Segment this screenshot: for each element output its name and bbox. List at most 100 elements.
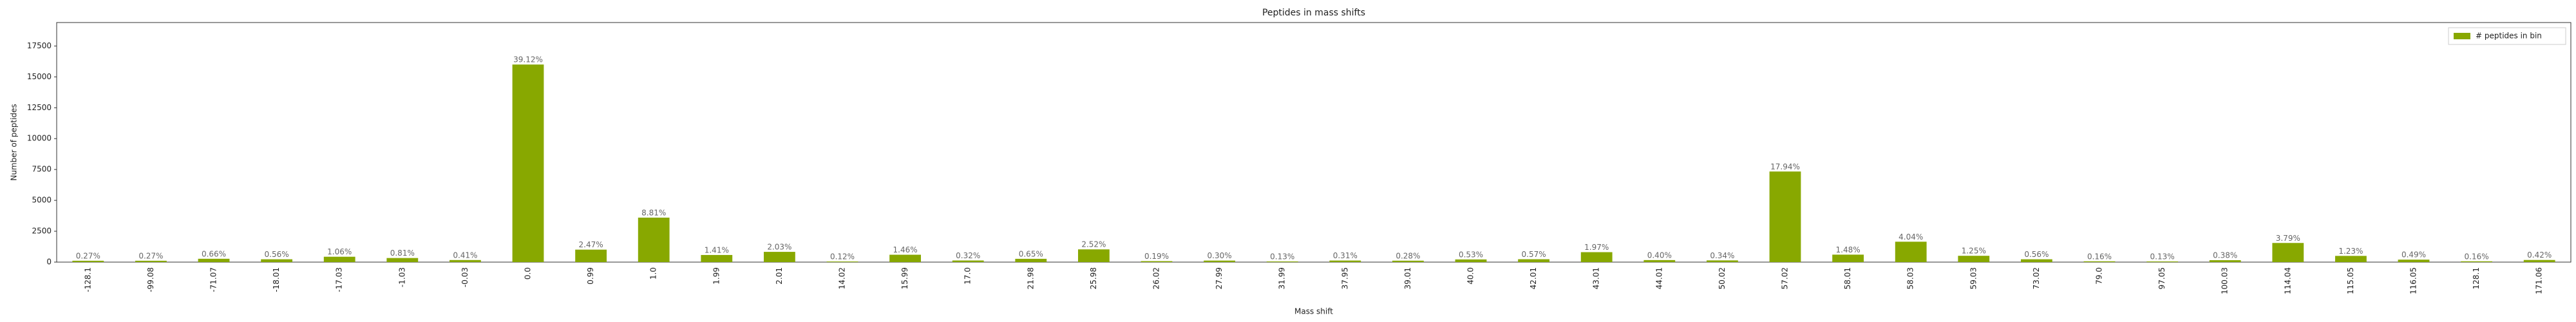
x-tick-label: 114.04	[2283, 267, 2292, 294]
bar	[2209, 260, 2241, 262]
x-axis-label: Mass shift	[1294, 307, 1333, 316]
bar	[1329, 260, 1361, 262]
x-tick-label: 25.98	[1089, 267, 1098, 289]
x-tick-label: 58.01	[1843, 267, 1852, 289]
bar-annotation: 0.13%	[2150, 252, 2175, 261]
bar	[889, 254, 921, 262]
bar-annotation: 0.31%	[1333, 251, 1358, 260]
x-tick-label: 50.02	[1718, 267, 1727, 289]
bar	[261, 259, 292, 262]
bar-annotation: 0.27%	[76, 251, 100, 260]
bar-annotation: 0.32%	[956, 251, 980, 260]
bar-annotation: 3.79%	[2276, 234, 2300, 243]
x-tick-label: 31.99	[1278, 267, 1287, 289]
x-tick-label: 73.02	[2032, 267, 2041, 289]
bar	[1580, 252, 1613, 262]
y-tick-label: 5000	[32, 196, 52, 205]
bar-annotation: 0.66%	[202, 249, 226, 258]
x-tick-label: -0.03	[460, 267, 469, 287]
bar-annotation: 0.65%	[1019, 249, 1043, 258]
bar	[1266, 261, 1298, 262]
x-tick-label: 171.06	[2535, 267, 2544, 294]
bar-annotation: 0.34%	[1710, 251, 1734, 260]
x-tick-label: 100.03	[2221, 267, 2230, 294]
bar	[1832, 254, 1864, 262]
bar-annotation: 0.40%	[1647, 251, 1672, 260]
x-tick-label: -71.07	[209, 267, 218, 292]
x-tick-label: 37.95	[1340, 267, 1349, 289]
x-tick-label: 0.0	[524, 267, 533, 279]
bar	[1958, 256, 1990, 262]
bar-annotation: 0.53%	[1459, 250, 1483, 259]
bar	[386, 258, 419, 262]
y-tick-label: 15000	[27, 72, 52, 81]
bar-annotation: 8.81%	[641, 208, 666, 217]
bar	[2461, 261, 2492, 262]
x-tick-label: 27.99	[1215, 267, 1224, 289]
bar	[638, 217, 670, 262]
x-tick-label: 1.99	[712, 267, 721, 285]
y-tick-label: 0	[46, 258, 52, 267]
bar-annotation: 2.47%	[579, 240, 603, 249]
bar-annotation: 39.12%	[513, 55, 543, 64]
y-tick-label: 17500	[27, 41, 52, 50]
bar-annotation: 0.56%	[2024, 250, 2049, 259]
x-tick-label: 116.05	[2409, 267, 2418, 294]
bar-annotation: 0.30%	[1208, 251, 1232, 260]
bar	[2335, 256, 2367, 262]
bar	[2021, 259, 2052, 262]
bar-annotation: 0.41%	[453, 251, 477, 260]
x-tick-label: -17.03	[335, 267, 344, 292]
bar	[2083, 261, 2116, 262]
bar	[450, 260, 481, 262]
bar	[198, 258, 230, 262]
bar-annotation: 0.12%	[830, 252, 855, 261]
bar	[135, 260, 167, 262]
bar-annotation: 1.48%	[1836, 245, 1861, 254]
bar-annotation: 0.57%	[1522, 250, 1546, 259]
bar-annotation: 1.46%	[893, 245, 918, 254]
bar-annotation: 0.42%	[2527, 251, 2552, 260]
x-tick-label: 97.05	[2157, 267, 2166, 289]
legend-swatch	[2454, 33, 2470, 39]
x-tick-label: -18.01	[272, 267, 281, 292]
bar-annotation: 0.28%	[1396, 251, 1420, 260]
bar	[1455, 259, 1487, 262]
bar-annotation: 1.25%	[1962, 247, 1986, 256]
x-tick-label: 58.03	[1906, 267, 1915, 289]
bar	[1707, 260, 1738, 262]
x-tick-label: 128.1	[2472, 267, 2481, 289]
bar-annotation: 0.16%	[2087, 252, 2112, 261]
x-tick-label: 79.0	[2095, 267, 2104, 285]
x-tick-label: 1.0	[649, 267, 658, 279]
x-tick-label: 17.0	[963, 267, 972, 285]
x-tick-label: 44.01	[1654, 267, 1663, 289]
bar	[826, 261, 858, 262]
bar-annotation: 0.49%	[2401, 251, 2426, 260]
x-tick-label: -99.08	[146, 267, 155, 292]
bar-annotation: 0.27%	[138, 251, 163, 260]
bar	[1078, 249, 1110, 262]
x-tick-label: 21.98	[1026, 267, 1035, 289]
x-tick-label: -1.03	[397, 267, 406, 287]
bar-annotation: 0.16%	[2465, 252, 2489, 261]
bar	[1769, 171, 1801, 262]
x-tick-label: 115.05	[2346, 267, 2355, 294]
y-tick-label: 2500	[32, 227, 52, 236]
chart-title: Peptides in mass shifts	[1262, 8, 1365, 18]
x-tick-label: 0.99	[586, 267, 595, 285]
y-axis-label: Number of peptides	[10, 104, 19, 180]
bar	[764, 252, 795, 262]
bar-annotation: 1.06%	[327, 247, 352, 256]
bar	[952, 260, 984, 262]
bar	[1643, 260, 1676, 262]
bar-annotation: 1.41%	[705, 245, 729, 254]
y-tick-label: 7500	[32, 165, 52, 174]
x-tick-label: -128.1	[83, 267, 92, 292]
x-tick-label: 2.01	[775, 267, 784, 285]
bar-annotation: 1.23%	[2338, 247, 2363, 256]
bar	[2146, 261, 2178, 262]
bar	[2272, 243, 2304, 262]
x-tick-label: 14.02	[838, 267, 847, 289]
